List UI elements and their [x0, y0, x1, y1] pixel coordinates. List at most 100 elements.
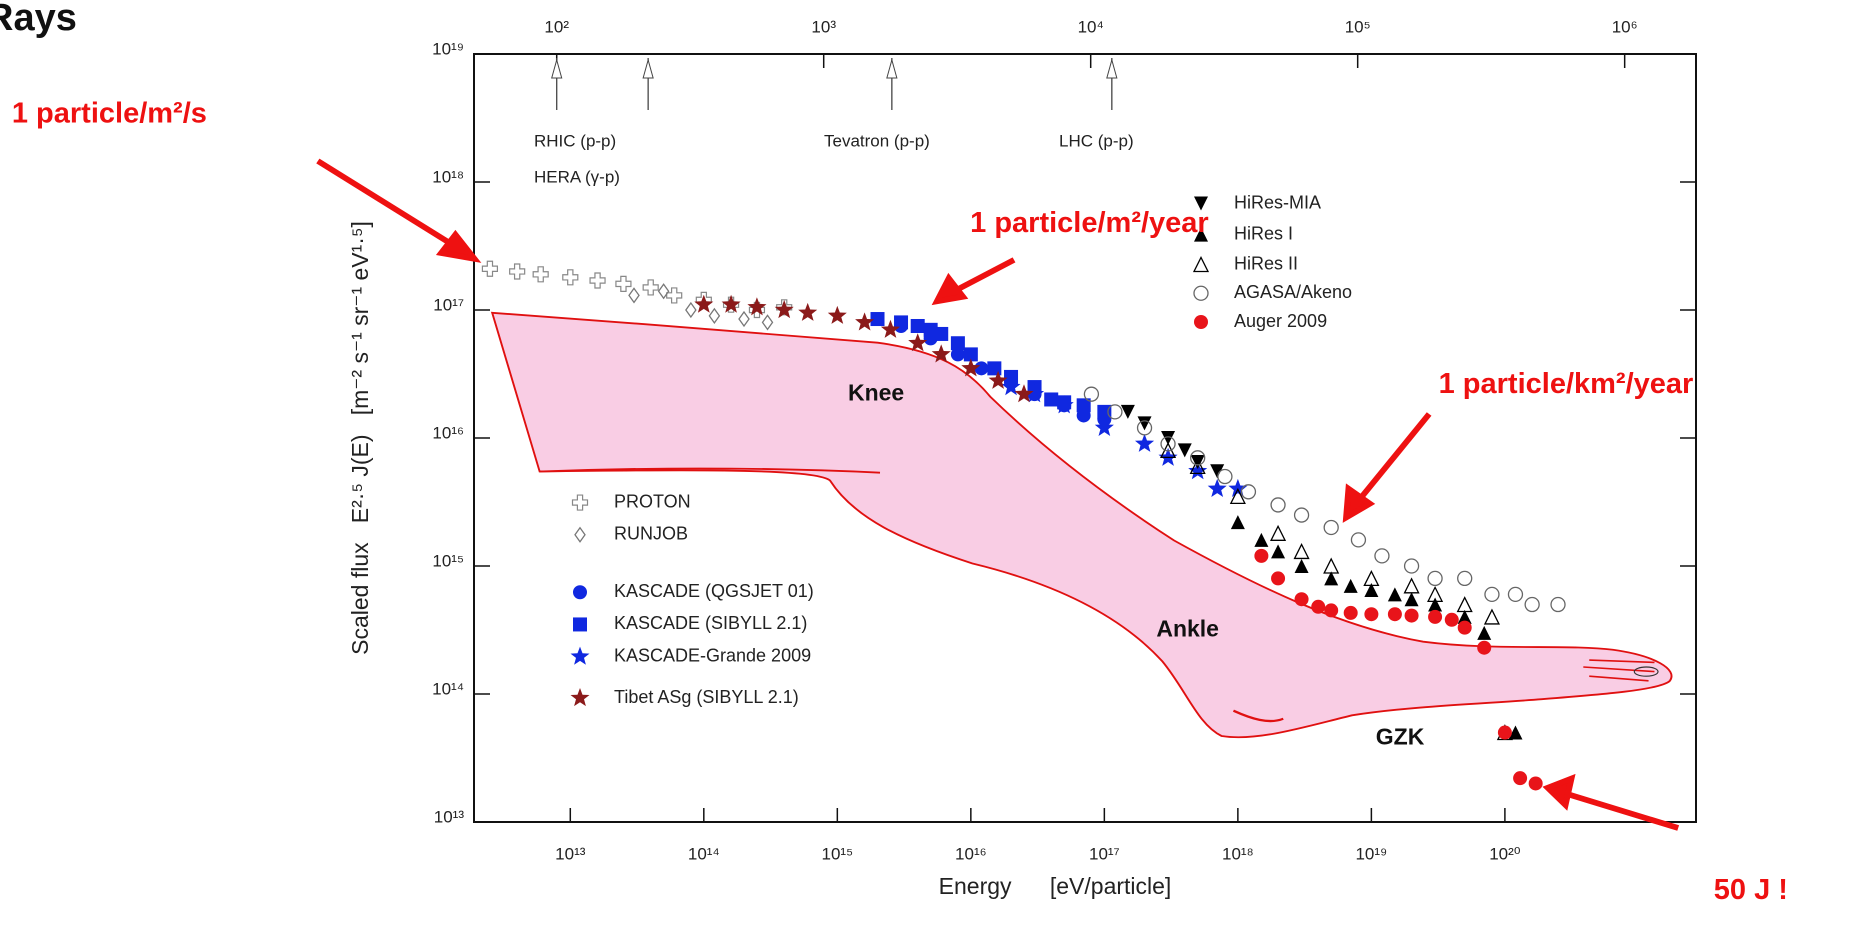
data-point: [763, 315, 773, 329]
region-label: Ankle: [1156, 615, 1219, 641]
region-label: Knee: [848, 380, 904, 406]
y-axis-label: Scaled flux E²·⁵ J(E) [m⁻² s⁻¹ sr⁻¹ eV¹·…: [347, 221, 373, 655]
data-point: [1218, 470, 1232, 484]
x-axis-label: Energy [eV/particle]: [939, 873, 1172, 899]
x2-tick-label: 10²: [544, 17, 569, 36]
data-point: [1388, 587, 1402, 601]
data-point: [934, 327, 948, 341]
data-point: [1271, 571, 1285, 585]
x-tick-label: 10¹⁶: [955, 844, 987, 863]
data-point: [722, 295, 741, 313]
legend-marker: [571, 688, 590, 706]
data-point: [686, 303, 696, 317]
data-point: [1344, 606, 1358, 620]
data-point: [739, 312, 749, 326]
y-tick-label: 10¹⁸: [432, 167, 464, 186]
arrow: [952, 260, 1014, 292]
data-point: [1405, 559, 1419, 573]
data-point: [1295, 592, 1309, 606]
data-point: [1405, 592, 1419, 606]
data-point: [1458, 621, 1472, 635]
accelerator-label: LHC (p-p): [1059, 131, 1134, 150]
data-point: [1208, 479, 1227, 497]
data-point: [1388, 607, 1402, 621]
legend-marker: [575, 528, 585, 542]
legend-marker: [1194, 315, 1208, 329]
data-point: [1513, 771, 1527, 785]
data-point: [533, 267, 548, 282]
region-label: GZK: [1376, 723, 1425, 749]
data-point: [1324, 559, 1338, 573]
y-tick-label: 10¹⁷: [433, 295, 464, 314]
accelerator-label: Tevatron (p-p): [824, 131, 930, 150]
legend-label: Auger 2009: [1234, 311, 1327, 331]
annotation: 1 particle/km²/year: [1439, 368, 1694, 400]
data-point: [951, 336, 965, 350]
data-point: [987, 361, 1001, 375]
x-tick-label: 10¹⁸: [1222, 844, 1254, 863]
arrowhead: [1548, 779, 1572, 805]
x-tick-label: 10¹⁷: [1089, 844, 1120, 863]
y-tick-label: 10¹³: [434, 807, 465, 826]
data-point: [1135, 434, 1154, 452]
data-point: [1295, 508, 1309, 522]
data-point: [1084, 387, 1098, 401]
data-point: [643, 280, 658, 295]
chart: Rays Energy [eV/particle] Scaled flux E²…: [0, 0, 1860, 940]
data-point: [1210, 464, 1224, 478]
x-tick-label: 10¹³: [555, 844, 586, 863]
data-point: [1324, 603, 1338, 617]
data-point: [1428, 571, 1442, 585]
arrowhead: [937, 278, 963, 301]
legend-marker: [573, 617, 587, 631]
data-point: [1477, 626, 1491, 640]
data-point: [1295, 544, 1309, 558]
data-point: [590, 273, 605, 288]
legend-marker: [571, 647, 590, 665]
annotation: 50 J !: [1714, 874, 1788, 906]
y-tick-label: 10¹⁵: [432, 551, 464, 570]
legend-label: AGASA/Akeno: [1234, 282, 1352, 302]
accelerator-arrowhead: [887, 60, 897, 78]
legend-marker: [1194, 258, 1208, 272]
x2-tick-label: 10³: [811, 17, 836, 36]
data-point: [1529, 776, 1543, 790]
page: {"chart_data": { "type": "scatter", "tit…: [0, 0, 1860, 940]
data-point: [1428, 598, 1442, 612]
legend-label: HiRes II: [1234, 253, 1298, 273]
data-point: [1458, 598, 1472, 612]
data-point: [1508, 587, 1522, 601]
data-point: [1525, 598, 1539, 612]
legend-marker: [573, 495, 588, 510]
accelerator-arrowhead: [552, 60, 562, 78]
arrow: [1358, 414, 1429, 501]
accelerator-label: HERA (γ-p): [534, 167, 620, 186]
data-point: [616, 276, 631, 291]
data-point: [1254, 549, 1268, 563]
data-point: [1485, 610, 1499, 624]
data-point: [1295, 559, 1309, 573]
data-point: [1351, 533, 1365, 547]
data-point: [911, 319, 925, 333]
data-point: [1364, 607, 1378, 621]
legend-label: PROTON: [614, 491, 691, 511]
data-point: [1551, 598, 1565, 612]
y-tick-label: 10¹⁹: [432, 39, 464, 58]
data-point: [667, 288, 682, 303]
legend-label: HiRes I: [1234, 223, 1293, 243]
data-point: [1324, 520, 1338, 534]
legend-label: Tibet ASg (SIBYLL 2.1): [614, 687, 799, 707]
data-point: [871, 312, 885, 326]
legend-label: KASCADE (QGSJET 01): [614, 581, 814, 601]
data-point: [563, 270, 578, 285]
data-point: [1445, 613, 1459, 627]
legend-marker: [573, 585, 587, 599]
legend-label: KASCADE-Grande 2009: [614, 645, 811, 665]
data-point: [1477, 641, 1491, 655]
data-point: [1271, 526, 1285, 540]
data-point: [1271, 544, 1285, 558]
legend-label: HiRes-MIA: [1234, 192, 1321, 212]
data-point: [1231, 515, 1245, 529]
data-point: [1121, 405, 1135, 419]
x2-tick-label: 10⁴: [1078, 17, 1104, 36]
